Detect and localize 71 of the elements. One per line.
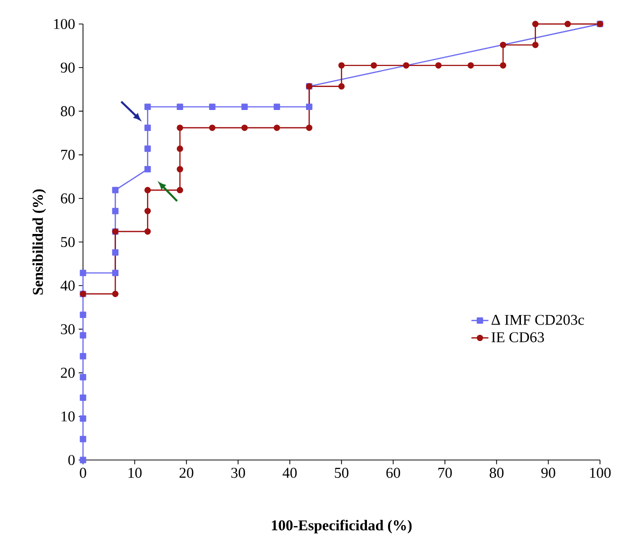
y-tick-label: 10 bbox=[62, 411, 75, 422]
point bbox=[112, 249, 118, 256]
point bbox=[80, 374, 86, 380]
point bbox=[144, 166, 151, 172]
point bbox=[209, 104, 216, 110]
point bbox=[176, 186, 184, 194]
point bbox=[144, 186, 151, 194]
point bbox=[112, 290, 118, 298]
point bbox=[274, 104, 280, 110]
point bbox=[144, 208, 151, 214]
point bbox=[80, 353, 86, 360]
y-tick-label: 30 bbox=[61, 324, 75, 334]
x-tick-label: 80 bbox=[490, 468, 504, 478]
y-tick-label: 90 bbox=[60, 62, 75, 73]
point bbox=[80, 332, 86, 338]
y-tick-label: 100 bbox=[54, 18, 75, 30]
point bbox=[241, 124, 248, 131]
y-tick-label: 50 bbox=[61, 236, 75, 248]
x-tick-label: 40 bbox=[282, 468, 297, 478]
x-tick-label: 50 bbox=[334, 468, 348, 478]
point bbox=[112, 186, 118, 194]
x-tick-label: 100 bbox=[590, 468, 611, 478]
y-axis-title: Sensibilidad (%) bbox=[32, 189, 46, 295]
point bbox=[468, 62, 474, 69]
point bbox=[402, 62, 410, 69]
x-tick-label: 70 bbox=[438, 468, 452, 478]
point bbox=[144, 124, 151, 131]
x-tick-label: 10 bbox=[128, 468, 142, 478]
point bbox=[80, 312, 86, 318]
y-tick-label: 60 bbox=[60, 193, 75, 204]
point bbox=[176, 146, 184, 152]
y-tick-label: 70 bbox=[61, 150, 75, 160]
point bbox=[532, 42, 539, 48]
point bbox=[306, 124, 312, 131]
point bbox=[144, 146, 151, 152]
point bbox=[80, 394, 86, 401]
point bbox=[338, 62, 345, 69]
x-tick-label: 60 bbox=[386, 468, 400, 478]
y-tick-label: 40 bbox=[60, 280, 75, 291]
point bbox=[274, 124, 280, 131]
point bbox=[500, 42, 506, 48]
point bbox=[435, 62, 442, 69]
x-axis-title: 100-Especificidad (%) bbox=[272, 520, 412, 534]
point bbox=[176, 124, 184, 131]
point bbox=[112, 270, 118, 276]
y-tick-label: 0 bbox=[68, 454, 75, 466]
point bbox=[338, 83, 345, 90]
point bbox=[370, 62, 378, 69]
point bbox=[144, 228, 151, 235]
point bbox=[112, 208, 118, 214]
x-tick-label: 0 bbox=[80, 468, 86, 478]
point bbox=[532, 20, 539, 28]
point bbox=[80, 270, 86, 276]
y-tick-label: 80 bbox=[60, 106, 75, 116]
point bbox=[500, 62, 506, 69]
point bbox=[176, 166, 184, 172]
x-tick-label: 20 bbox=[180, 468, 194, 478]
point bbox=[80, 456, 86, 464]
point bbox=[176, 104, 184, 110]
point bbox=[241, 104, 248, 110]
point bbox=[144, 104, 151, 110]
point bbox=[80, 415, 86, 422]
point bbox=[564, 20, 571, 28]
legend-label: IE CD63 bbox=[492, 332, 544, 342]
legend-label: Δ IMF CD203c bbox=[492, 314, 584, 325]
point bbox=[80, 436, 86, 442]
point bbox=[209, 124, 216, 131]
x-tick-label: 30 bbox=[231, 468, 246, 478]
point bbox=[306, 104, 312, 110]
y-tick-label: 20 bbox=[60, 368, 75, 378]
x-tick-label: 90 bbox=[541, 468, 556, 478]
